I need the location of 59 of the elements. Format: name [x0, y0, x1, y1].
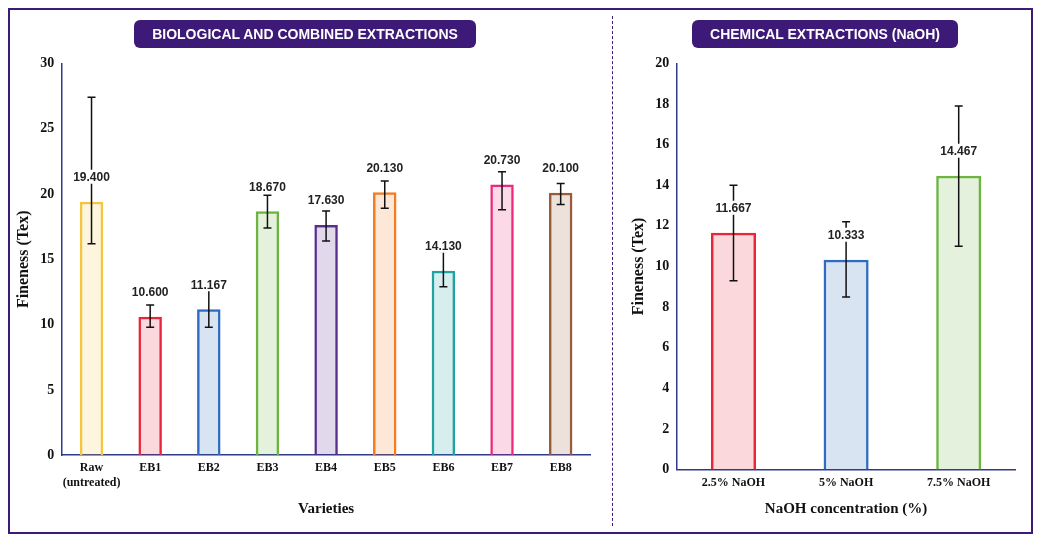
bar: [197, 309, 221, 456]
data-label: 14.130: [425, 238, 463, 253]
y-axis-title: Fineness (Tex): [628, 217, 647, 316]
bar: [138, 316, 162, 456]
bar: [490, 184, 514, 456]
y-tick-label: 16: [655, 136, 670, 152]
x-axis-title: Varieties: [298, 499, 355, 516]
bar: [710, 232, 757, 470]
chart-title: CHEMICAL EXTRACTIONS (NaOH): [692, 20, 958, 48]
x-tick-label: Raw (untreated): [62, 460, 121, 489]
y-tick-label: 5: [47, 381, 55, 397]
data-label: 14.467: [940, 144, 978, 159]
data-label: 20.130: [366, 160, 404, 175]
x-tick-label: EB4: [315, 460, 338, 475]
y-tick-label: 30: [40, 55, 55, 71]
data-label: 20.730: [483, 152, 521, 167]
y-tick-label: 2: [662, 420, 670, 436]
y-tick-label: 4: [662, 379, 670, 395]
bar: [255, 211, 280, 456]
bar: [823, 259, 869, 470]
data-label: 11.167: [190, 277, 228, 292]
x-tick-label: EB8: [549, 460, 572, 475]
bar: [314, 224, 338, 456]
x-tick-label: EB1: [139, 460, 162, 475]
y-tick-label: 25: [40, 120, 55, 136]
bar: [431, 270, 456, 456]
y-tick-label: 0: [662, 461, 670, 477]
y-tick-label: 6: [662, 339, 670, 355]
x-tick-label: 5% NaOH: [818, 474, 874, 489]
x-tick-label: EB3: [256, 460, 279, 475]
y-tick-label: 12: [655, 217, 670, 233]
y-axis-title: Fineness (Tex): [13, 210, 32, 309]
y-tick-label: 20: [40, 185, 55, 201]
bar: [936, 175, 982, 470]
y-tick-label: 18: [655, 95, 670, 111]
bar: [79, 201, 104, 456]
y-tick-label: 8: [662, 298, 670, 314]
data-label: 18.670: [249, 179, 287, 194]
chart-title: BIOLOGICAL AND COMBINED EXTRACTIONS: [134, 20, 476, 48]
bar: [373, 192, 397, 456]
data-label: 17.630: [307, 193, 345, 208]
x-tick-label: 2.5% NaOH: [701, 474, 766, 489]
y-tick-label: 15: [40, 250, 55, 266]
x-tick-label: EB7: [491, 460, 514, 475]
y-tick-label: 20: [655, 55, 670, 71]
data-label: 10.600: [131, 285, 169, 300]
data-label: 11.667: [715, 200, 752, 215]
y-tick-label: 10: [40, 316, 55, 332]
y-tick-label: 0: [47, 446, 55, 462]
x-tick-label: EB6: [432, 460, 455, 475]
x-tick-label: 7.5% NaOH: [927, 474, 992, 489]
y-tick-label: 14: [655, 176, 670, 192]
y-tick-label: 10: [655, 258, 670, 274]
x-tick-label: EB5: [373, 460, 396, 475]
data-label: 19.400: [73, 170, 111, 185]
data-label: 10.333: [827, 228, 865, 243]
bar: [548, 192, 573, 456]
data-label: 20.100: [542, 161, 580, 176]
x-tick-label: EB2: [197, 460, 220, 475]
